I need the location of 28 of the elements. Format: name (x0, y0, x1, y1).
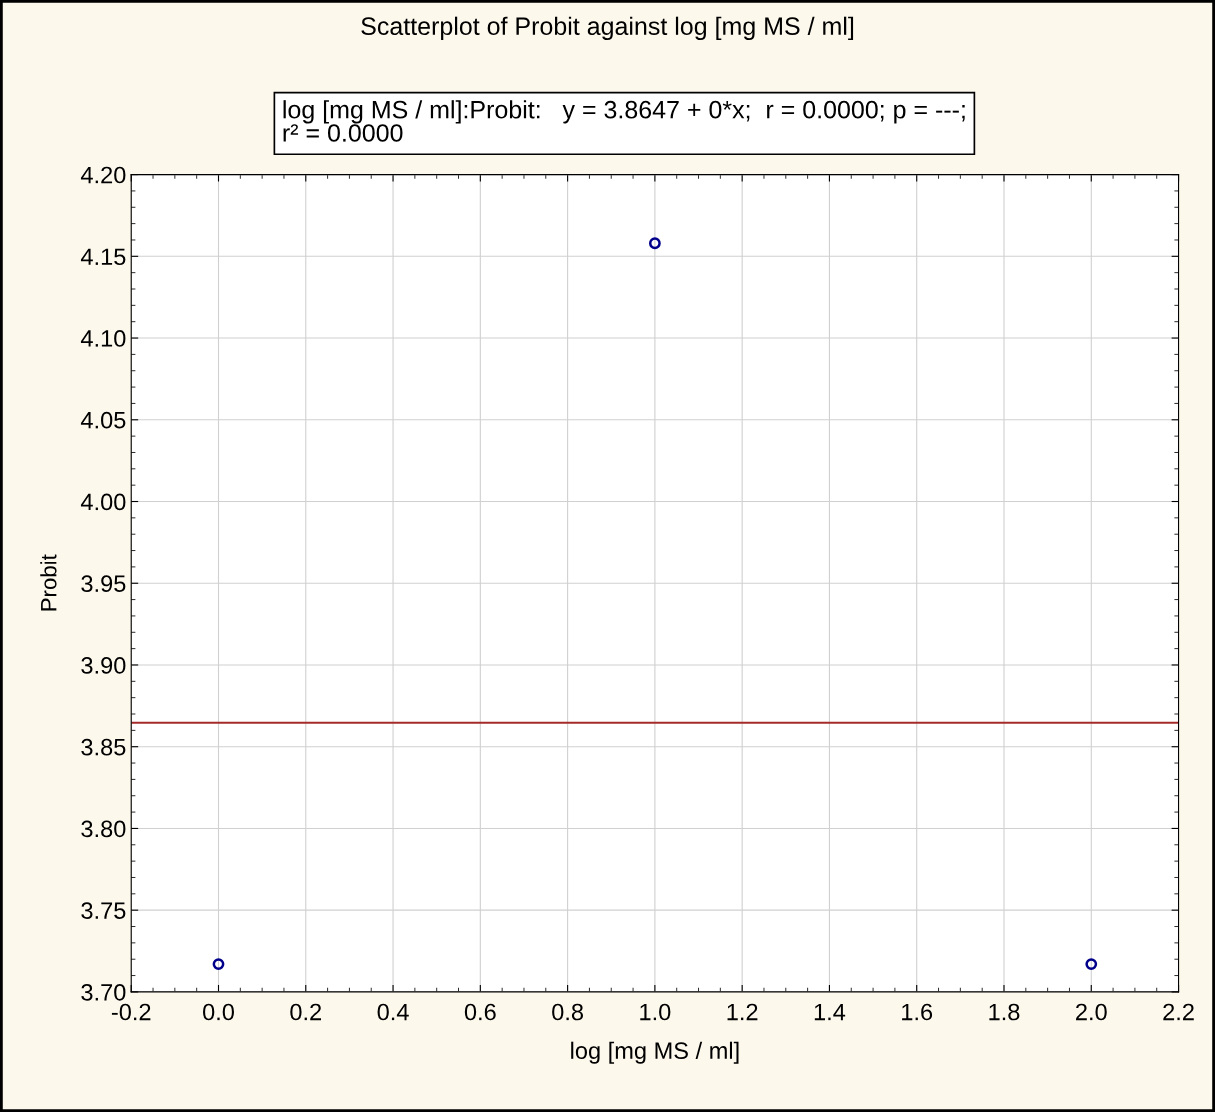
y-tick-label: 4.15 (80, 248, 126, 266)
y-tick-label: 3.75 (81, 902, 126, 919)
x-tick-label: 1.6 (902, 1003, 933, 1021)
x-tick-label: 1.0 (640, 1003, 671, 1021)
x-tick-label: 1.8 (989, 1003, 1020, 1021)
chart-title: Scatterplot of Probit against log [mg MS / ml] (361, 16, 854, 40)
x-tick-label: 2.2 (1163, 1003, 1194, 1021)
x-axis-title: log [mg MS / ml] (571, 1041, 739, 1064)
y-axis-title: Probit (40, 554, 57, 611)
y-tick-label: 4.05 (80, 411, 126, 429)
y-tick-label: 4.20 (80, 166, 126, 184)
x-tick-label: -0.2 (111, 1003, 151, 1021)
y-tick-label: 3.95 (81, 575, 126, 593)
x-tick-label: 1.4 (814, 1003, 846, 1021)
x-tick-label: 0.6 (464, 1003, 496, 1021)
y-tick-label: 3.90 (81, 657, 126, 674)
x-tick-label: 0.8 (552, 1003, 583, 1021)
y-tick-label: 4.10 (80, 330, 126, 347)
y-tick-label: 4.00 (80, 493, 126, 511)
y-tick-label: 3.85 (81, 738, 126, 756)
y-tick-label: 3.70 (81, 983, 126, 1001)
x-tick-label: 1.2 (727, 1003, 758, 1021)
x-tick-label: 0.2 (290, 1003, 321, 1021)
y-tick-label: 3.80 (81, 820, 126, 838)
x-tick-label: 2.0 (1076, 1003, 1107, 1021)
x-tick-label: 0.0 (203, 1003, 234, 1021)
text: log [mg MS / ml]:Probit: y = 3.8647 + 0*x; r = 0.0000; p = ---; r² = 0.0000 (283, 100, 965, 142)
x-tick-label: 0.4 (377, 1003, 409, 1021)
